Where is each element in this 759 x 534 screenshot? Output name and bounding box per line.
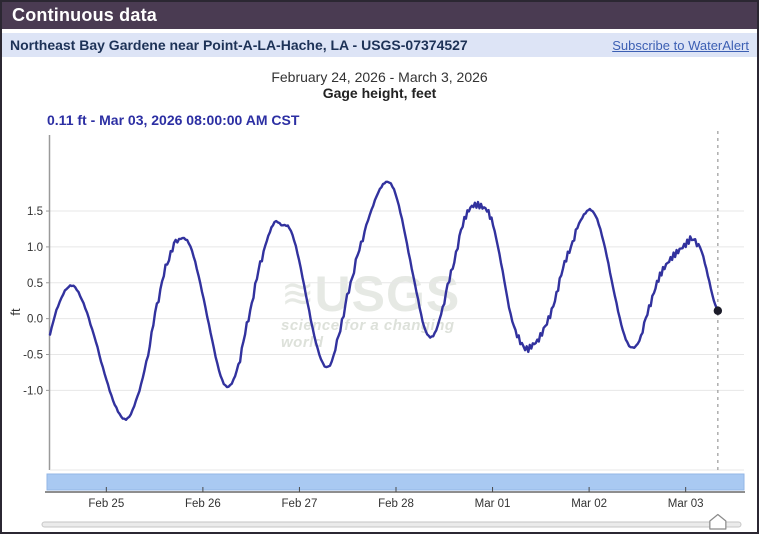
chart-titles: February 24, 2026 - March 3, 2026 Gage h… <box>2 69 757 101</box>
x-tick-label: Feb 25 <box>88 498 124 510</box>
y-tick-label: 0.5 <box>27 278 43 290</box>
brush-overview-bar[interactable] <box>46 473 745 491</box>
usgs-wave-icon: ≋ <box>281 272 315 316</box>
cursor-value-readout: 0.11 ft - Mar 03, 2026 08:00:00 AM CST <box>47 112 300 128</box>
y-tick-label: 0.0 <box>27 314 43 326</box>
x-tick-label: Mar 01 <box>475 498 511 510</box>
x-tick-label: Feb 26 <box>185 498 221 510</box>
y-tick-label: 1.5 <box>27 206 43 218</box>
slider-track[interactable] <box>41 521 742 528</box>
y-axis-unit-label: ft <box>8 308 23 316</box>
subscribe-wateralert-link[interactable]: Subscribe to WaterAlert <box>612 37 749 53</box>
y-tick-label: -1.0 <box>23 385 43 397</box>
chart-date-range: February 24, 2026 - March 3, 2026 <box>271 69 488 85</box>
usgs-watermark-tagline: science for a changing world <box>281 317 455 351</box>
x-tick-label: Mar 02 <box>571 498 607 510</box>
x-tick-label: Feb 27 <box>282 498 318 510</box>
usgs-watermark-text: USGS <box>314 266 461 322</box>
x-tick-label: Mar 03 <box>668 498 704 510</box>
slider-handle[interactable] <box>709 513 727 530</box>
usgs-watermark: ≋ USGS science for a changing world <box>281 266 481 351</box>
y-tick-label: 1.0 <box>27 242 43 254</box>
chart-parameter-title: Gage height, feet <box>322 85 437 101</box>
station-bar: Northeast Bay Gardene near Point-A-LA-Ha… <box>2 33 757 57</box>
latest-value-dot <box>713 306 723 315</box>
x-tick-label: Feb 28 <box>378 498 414 510</box>
y-tick-label: -0.5 <box>23 350 43 362</box>
station-name: Northeast Bay Gardene near Point-A-LA-Ha… <box>10 37 468 53</box>
gage-height-line <box>48 180 719 421</box>
page-header: Continuous data <box>2 2 757 29</box>
page-title: Continuous data <box>12 5 157 25</box>
